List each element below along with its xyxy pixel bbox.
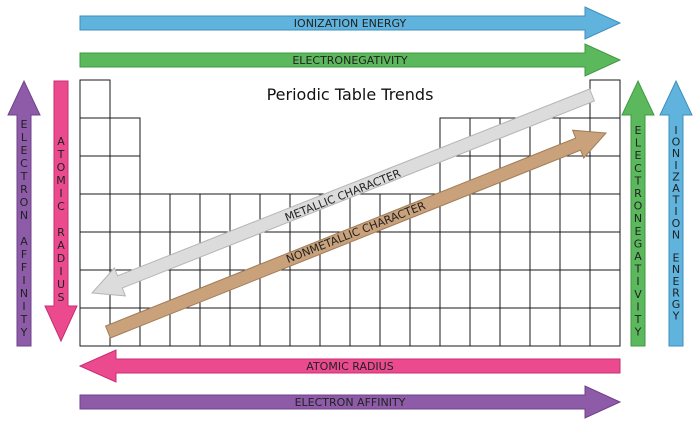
electronegativity-top-arrow-shape xyxy=(79,43,622,77)
table-cell xyxy=(349,307,381,347)
atomic-radius-left-arrow-shape xyxy=(44,80,78,343)
table-cell xyxy=(139,193,171,233)
table-cell xyxy=(469,269,501,309)
table-cell xyxy=(109,193,141,233)
table-cell xyxy=(559,231,591,271)
electronegativity-right-arrow-shape xyxy=(621,79,655,347)
metallic-character-arrow-shape xyxy=(90,88,596,297)
diagram-title: Periodic Table Trends xyxy=(267,85,434,104)
table-cell xyxy=(379,269,411,309)
table-cell xyxy=(289,269,321,309)
ionization-energy-right-arrow-shape xyxy=(659,79,693,347)
table-cell xyxy=(439,307,471,347)
table-cell xyxy=(79,155,111,195)
table-cell xyxy=(379,307,411,347)
table-cell xyxy=(79,117,111,157)
table-cell xyxy=(79,307,111,347)
nonmetallic-character-arrow-shape xyxy=(104,129,608,339)
table-cell xyxy=(589,269,621,309)
electronegativity-top-label: ELECTRONEGATIVITY xyxy=(292,54,408,67)
ionization-energy-top-arrow: IONIZATION ENERGY xyxy=(79,6,622,40)
table-cell xyxy=(589,79,621,119)
table-cell xyxy=(529,269,561,309)
table-cell xyxy=(529,231,561,271)
electron-affinity-bottom-arrow: ELECTRON AFFINITY xyxy=(79,385,622,419)
table-cell xyxy=(109,231,141,271)
table-cell xyxy=(439,231,471,271)
table-cell xyxy=(199,307,231,347)
table-cell xyxy=(199,193,231,233)
table-cell xyxy=(289,307,321,347)
table-cell xyxy=(589,231,621,271)
table-cell xyxy=(169,193,201,233)
table-cell xyxy=(559,269,591,309)
electronegativity-top-arrow: ELECTRONEGATIVITY xyxy=(79,43,622,77)
table-cell xyxy=(79,79,111,119)
electron-affinity-bottom-arrow-shape xyxy=(79,385,622,419)
ionization-energy-top-arrow-shape xyxy=(79,6,622,40)
table-cell xyxy=(559,307,591,347)
table-cell xyxy=(589,155,621,195)
table-cell xyxy=(499,231,531,271)
table-cell xyxy=(79,231,111,271)
table-cell xyxy=(319,307,351,347)
table-cell xyxy=(529,307,561,347)
table-cell xyxy=(559,155,591,195)
table-cell xyxy=(499,307,531,347)
table-cell xyxy=(439,269,471,309)
table-cell xyxy=(229,307,261,347)
electron-affinity-left-arrow-shape xyxy=(7,79,41,347)
table-cell xyxy=(319,269,351,309)
atomic-radius-bottom-arrow: ATOMIC RADIUS xyxy=(78,349,621,383)
atomic-radius-bottom-arrow-shape xyxy=(78,349,621,383)
table-cell xyxy=(469,193,501,233)
table-cell xyxy=(79,193,111,233)
ionization-energy-top-label: IONIZATION ENERGY xyxy=(294,17,407,30)
table-cell xyxy=(529,193,561,233)
table-cell xyxy=(379,231,411,271)
table-cell xyxy=(589,193,621,233)
table-cell xyxy=(259,307,291,347)
table-cell xyxy=(469,307,501,347)
table-cell xyxy=(499,193,531,233)
table-cell xyxy=(349,269,381,309)
table-cell xyxy=(409,307,441,347)
table-cell xyxy=(109,155,141,195)
table-cell xyxy=(169,307,201,347)
electron-affinity-bottom-label: ELECTRON AFFINITY xyxy=(295,396,406,409)
table-cell xyxy=(409,269,441,309)
table-cell xyxy=(499,269,531,309)
atomic-radius-bottom-label: ATOMIC RADIUS xyxy=(306,360,393,373)
table-cell xyxy=(109,117,141,157)
table-cell xyxy=(409,231,441,271)
table-cell xyxy=(469,231,501,271)
table-cell xyxy=(589,307,621,347)
table-cell xyxy=(559,193,591,233)
